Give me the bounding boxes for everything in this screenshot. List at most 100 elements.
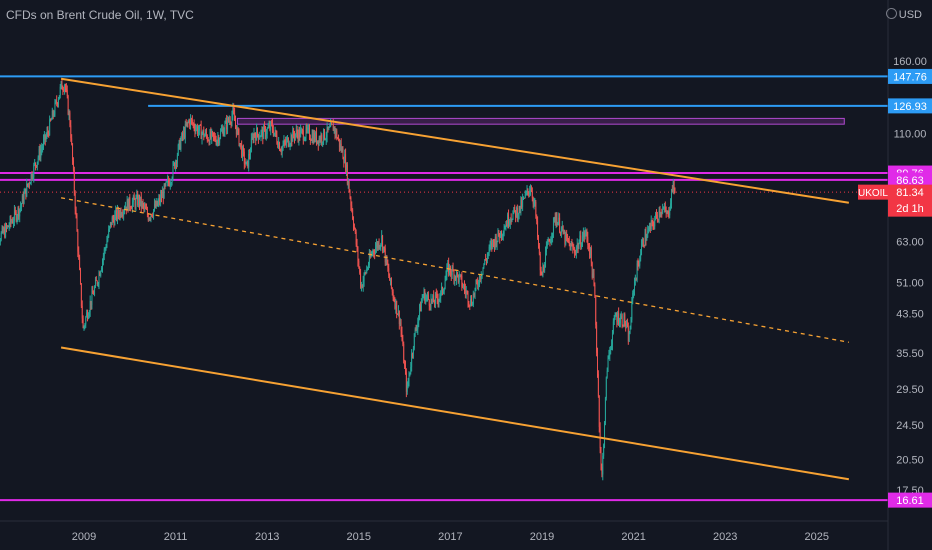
channel-trendline [60, 346, 850, 481]
candle-body [298, 129, 300, 141]
candle-body [197, 126, 199, 134]
candle-body [121, 214, 123, 216]
candle-body [24, 188, 26, 194]
candle-body [440, 291, 442, 298]
candle-body [351, 205, 353, 211]
candle-body [398, 310, 400, 324]
candle-body [291, 135, 293, 142]
candle-body [236, 128, 238, 135]
candle-body [405, 372, 407, 392]
candle-body [259, 136, 261, 138]
candle-body [547, 239, 549, 244]
candle-body [662, 208, 664, 213]
candle-body [581, 245, 583, 248]
candle-body [10, 217, 12, 223]
candle-body [185, 124, 187, 126]
candle-body [402, 340, 404, 344]
candle-body [348, 181, 350, 193]
candle-body [480, 276, 482, 280]
candle-body [7, 225, 9, 228]
candle-body [39, 149, 41, 158]
candle-body [281, 146, 283, 153]
candle-body [77, 231, 79, 252]
price-axis[interactable]: 160.00 110.00 63.00 51.00 43.50 35.50 29.50 24.… [893, 56, 927, 497]
candle-body [122, 214, 124, 216]
candle-body [324, 129, 325, 140]
candle-body [225, 120, 227, 124]
candle-body [92, 290, 94, 294]
candle-body [673, 180, 675, 189]
candle-body [418, 315, 420, 322]
candle-body [578, 243, 580, 249]
candle-body [321, 135, 323, 142]
currency-selector[interactable]: USD [885, 8, 922, 21]
candle-body [643, 245, 645, 247]
price-tick-label: 35.50 [896, 348, 924, 360]
candle-body [611, 344, 613, 349]
candle-body [576, 243, 578, 249]
candle-body [262, 129, 264, 139]
candle-body [20, 206, 22, 209]
candle-body [360, 272, 362, 287]
candle-body [464, 289, 466, 294]
candle-body [593, 273, 595, 285]
candle-body [196, 126, 198, 129]
candle-body [453, 271, 455, 281]
candle-body [34, 162, 36, 165]
candle-body [275, 130, 277, 136]
candle-body [160, 195, 162, 203]
candle-body [265, 134, 267, 137]
candle-body [635, 279, 637, 280]
candle-body [586, 230, 588, 238]
candle-body [220, 130, 222, 132]
candle-body [488, 246, 490, 253]
candle-body [475, 281, 477, 289]
candle-body [299, 129, 301, 138]
candle-body [279, 142, 280, 151]
candle-body [194, 128, 196, 132]
candle-body [285, 142, 287, 144]
candle-body [493, 239, 495, 242]
candle-body [76, 215, 78, 232]
candle-body [668, 211, 670, 216]
candle-body [371, 253, 373, 255]
candle-body [270, 122, 272, 130]
candle-body [309, 138, 311, 141]
candle-body [375, 243, 377, 248]
candle-body [455, 276, 457, 280]
candle-body [620, 315, 622, 318]
candle-body [62, 89, 64, 91]
candle-body [631, 300, 633, 320]
candle-body [289, 143, 291, 146]
candle-body [608, 355, 610, 357]
candle-body [363, 273, 365, 282]
time-tick-label: 2009 [72, 531, 96, 543]
candle-body [587, 237, 589, 246]
time-axis[interactable]: 2009 2011 2013 2015 2017 2019 2021 2023 2025 [72, 531, 829, 543]
candle-body [172, 164, 174, 179]
candle-body [239, 143, 241, 146]
candle-body [661, 211, 663, 213]
candle-body [452, 267, 454, 272]
candle-body [22, 195, 24, 203]
candle-body [502, 234, 504, 236]
candle-body [539, 253, 541, 271]
candle-body [175, 161, 177, 169]
candle-body [245, 161, 247, 165]
candle-body [126, 199, 128, 210]
candle-body [649, 225, 651, 230]
candle-body [591, 262, 593, 278]
candle-body [449, 265, 450, 274]
candle-body [479, 276, 480, 286]
candle-body [545, 252, 546, 268]
candle-body [431, 298, 433, 302]
candle-body [183, 130, 184, 137]
zone-layer [236, 117, 845, 125]
candle-body [445, 275, 447, 282]
candle-body [422, 295, 424, 298]
candle-body [228, 120, 230, 122]
candle-body [536, 215, 538, 221]
